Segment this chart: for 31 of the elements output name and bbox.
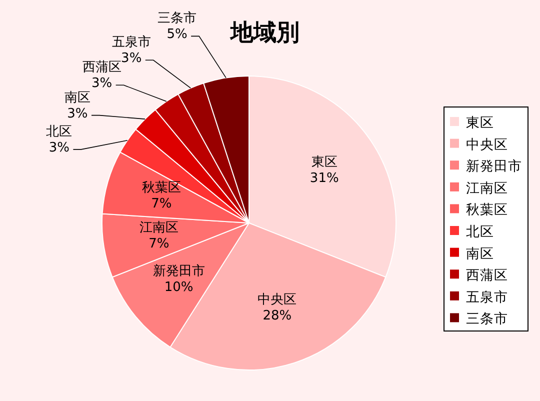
data-label: 7% [148,236,170,252]
data-label: 7% [151,196,172,212]
data-label: 5% [166,27,188,42]
data-label: 10% [164,280,194,296]
slice-label: 中央区 [258,292,297,308]
legend-label: 南区 [466,246,494,262]
slice-label: 南区 [64,90,90,106]
slice-label: 新発田市 [152,264,205,280]
chart-title: 地域別 [230,20,300,46]
legend-label: 新発田市 [466,158,522,175]
slice-label: 秋葉区 [142,180,181,196]
slice-label: 三条市 [158,11,197,26]
legend-label: 中央区 [466,136,508,153]
legend-label: 東区 [466,115,494,131]
data-label: 3% [48,140,70,156]
data-label: 31% [310,170,339,186]
legend-label: 秋葉区 [466,202,508,218]
slice-label: 五泉市 [112,35,151,50]
slice-label: 江南区 [139,220,178,236]
data-label: 28% [262,308,292,324]
legend-label: 五泉市 [466,289,508,306]
data-label: 3% [121,51,142,66]
legend-label: 江南区 [466,180,508,196]
legend-label: 北区 [466,224,494,240]
data-label: 3% [92,76,112,92]
slice-label: 西蒲区 [82,60,122,76]
slice-label: 東区 [311,154,338,170]
legend-label: 西蒲区 [466,268,508,284]
slice-label: 北区 [46,124,72,140]
data-label: 3% [67,106,88,122]
legend-label: 三条市 [466,311,508,328]
